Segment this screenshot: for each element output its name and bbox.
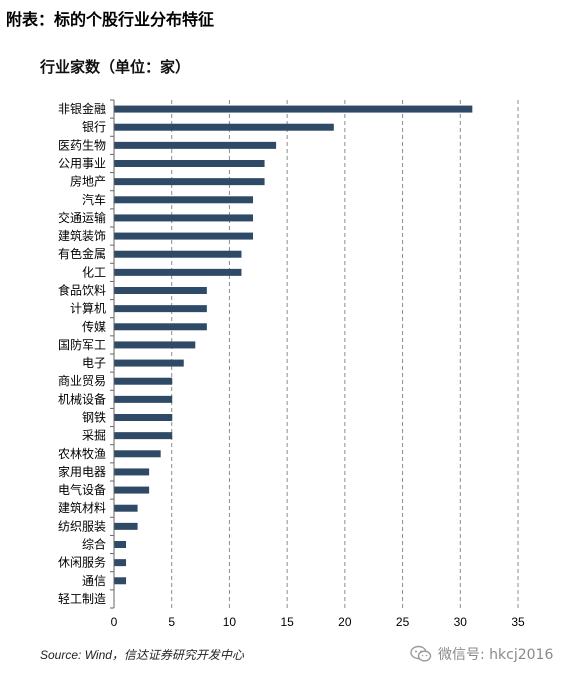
category-label: 医药生物 <box>58 138 106 152</box>
category-label: 采掘 <box>82 428 106 443</box>
bar <box>114 359 184 367</box>
bar <box>114 178 265 186</box>
bar <box>114 522 138 530</box>
wechat-icon <box>410 645 432 662</box>
bar <box>114 541 127 548</box>
x-tick-label: 30 <box>454 615 468 629</box>
bar <box>114 141 277 149</box>
bar <box>114 468 150 476</box>
category-label: 化工 <box>82 265 106 279</box>
x-tick-label: 20 <box>338 615 352 629</box>
category-label: 有色金属 <box>58 246 106 261</box>
figure-caption: 附表：标的个股行业分布特征 <box>6 10 215 29</box>
category-label: 食品饮料 <box>58 283 106 298</box>
category-label: 家用电器 <box>58 464 106 479</box>
bar <box>114 486 150 494</box>
source-note: Source: Wind，信达证券研究开发中心 <box>40 648 244 662</box>
bar <box>114 450 161 458</box>
watermark: 微信号: hkcj2016 <box>410 644 553 664</box>
bar <box>114 323 207 331</box>
x-tick-label: 10 <box>223 615 237 629</box>
bar <box>114 214 254 222</box>
bar <box>114 305 207 313</box>
bar <box>114 341 196 349</box>
category-label: 银行 <box>82 120 106 134</box>
bar <box>114 414 173 421</box>
category-label: 公用事业 <box>58 157 106 171</box>
category-label: 轻工制造 <box>58 592 106 606</box>
bar <box>114 577 127 585</box>
category-label: 计算机 <box>70 301 106 316</box>
x-tick-label: 25 <box>396 615 410 629</box>
bar <box>114 160 265 167</box>
category-label: 汽车 <box>82 192 106 207</box>
category-label: 传媒 <box>82 319 106 334</box>
bar <box>114 123 334 131</box>
x-tick-label: 0 <box>111 615 118 629</box>
category-label: 通信 <box>82 574 106 588</box>
category-label: 商业贸易 <box>58 373 106 388</box>
watermark-text: 微信号: hkcj2016 <box>438 647 554 663</box>
bar <box>114 105 473 113</box>
category-label: 纺织服装 <box>58 519 106 533</box>
category-label: 电气设备 <box>58 482 106 497</box>
category-label: 国防军工 <box>58 337 106 352</box>
category-label: 综合 <box>82 537 106 552</box>
x-tick-label: 5 <box>168 615 175 629</box>
chart-title: 行业家数（单位：家） <box>40 58 191 76</box>
category-label: 交通运输 <box>58 210 106 225</box>
bar <box>114 250 242 258</box>
category-label: 休闲服务 <box>58 555 106 570</box>
category-label: 钢铁 <box>82 411 106 425</box>
category-label: 机械设备 <box>58 391 106 406</box>
bar <box>114 395 173 403</box>
bar <box>114 504 138 512</box>
bar <box>114 232 254 240</box>
category-label: 建筑材料 <box>58 500 106 515</box>
bar <box>114 196 254 204</box>
category-label: 农林牧渔 <box>58 447 106 461</box>
bar <box>114 559 127 567</box>
x-tick-label: 35 <box>511 615 525 629</box>
bar <box>114 268 242 276</box>
category-label: 电子 <box>82 356 106 370</box>
bar <box>114 287 207 294</box>
x-tick-label: 15 <box>280 615 294 629</box>
category-label: 非银金融 <box>58 101 106 116</box>
bar <box>114 432 173 440</box>
bar <box>114 377 173 385</box>
category-label: 房地产 <box>70 174 106 189</box>
category-label: 建筑装饰 <box>58 228 106 243</box>
